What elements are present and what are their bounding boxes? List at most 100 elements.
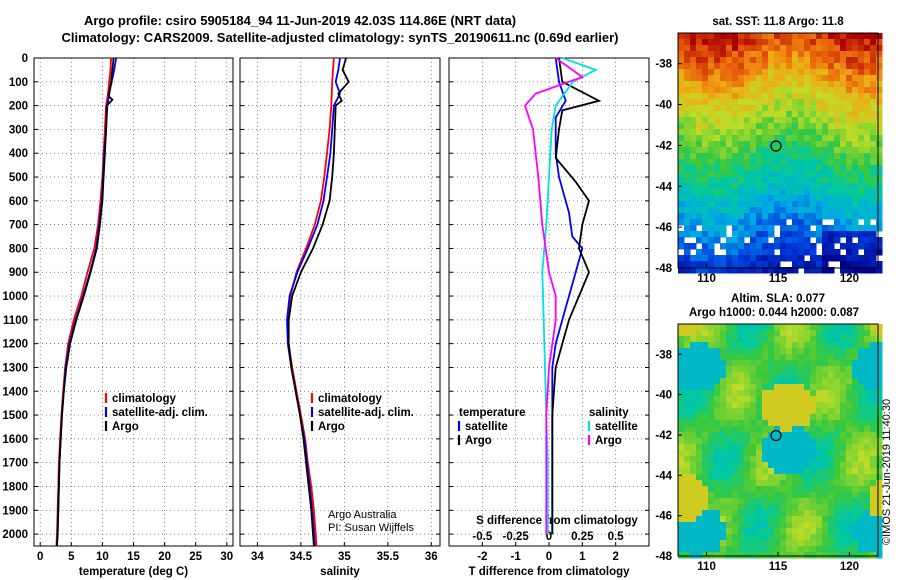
y-tick-label: 500 [9,172,28,184]
heatmap-cell [768,165,775,172]
heatmap-cell [744,444,751,451]
heatmap-cell [792,342,799,349]
heatmap-cell [858,141,865,148]
heatmap-cell [792,135,799,142]
heatmap-cell [840,546,847,553]
heatmap-cell [744,504,751,511]
heatmap-cell [696,330,703,337]
heatmap-cell [696,498,703,505]
heatmap-cell [762,69,769,76]
heatmap-cell [690,243,697,250]
heatmap-cell [840,171,847,178]
heatmap-cell [744,33,751,40]
heatmap-cell [684,153,691,160]
heatmap-cell [804,450,811,457]
heatmap-cell [714,129,721,136]
heatmap-cell [840,123,847,130]
heatmap-cell [720,336,727,343]
heatmap-cell [738,45,745,52]
heatmap-cell [714,540,721,547]
heatmap-cell [714,402,721,409]
heatmap-cell [726,384,733,391]
heatmap-cell [762,183,769,190]
heatmap-cell [690,510,697,517]
heatmap-cell [816,522,823,529]
heatmap-cell [768,504,775,511]
heatmap-cell [684,45,691,52]
heatmap-cell [858,546,865,553]
heatmap-cell [732,372,739,379]
heatmap-cell [774,75,781,82]
heatmap-cell [810,33,817,40]
heatmap-cell [726,450,733,457]
heatmap-cell [750,81,757,88]
heatmap-cell [804,432,811,439]
heatmap-cell [690,438,697,445]
heatmap-cell [852,93,859,100]
heatmap-cell [834,384,841,391]
heatmap-cell [720,480,727,487]
heatmap-cell [834,93,841,100]
x-axis-label: T difference from climatology [468,566,630,578]
heatmap-cell [798,540,805,547]
heatmap-cell [744,111,751,118]
heatmap-cell [702,540,709,547]
heatmap-cell [720,213,727,220]
heatmap-cell [684,87,691,94]
heatmap-cell [732,213,739,220]
heatmap-cell [756,201,763,208]
heatmap-cell [822,540,829,547]
heatmap-cell [756,225,763,232]
heatmap-cell [750,63,757,70]
heatmap-cell [726,360,733,367]
heatmap-cell [858,456,865,463]
heatmap-cell [744,438,751,445]
heatmap-cell [876,342,883,349]
heatmap-cell [732,468,739,475]
heatmap-cell [762,171,769,178]
heatmap-cell [846,189,853,196]
heatmap-cell [798,426,805,433]
heatmap-cell [762,159,769,166]
heatmap-cell [852,177,859,184]
heatmap-cell [678,414,685,421]
heatmap-cell [714,360,721,367]
heatmap-cell [798,231,805,238]
heatmap-cell [756,426,763,433]
heatmap-cell [738,207,745,214]
heatmap-cell [726,432,733,439]
heatmap-cell [786,159,793,166]
heatmap-cell [756,546,763,553]
heatmap-cell [804,111,811,118]
heatmap-cell [780,195,787,202]
heatmap-cell [852,438,859,445]
heatmap-cell [750,255,757,262]
heatmap-cell [804,378,811,385]
heatmap-cell [816,462,823,469]
heatmap-cell [870,75,877,82]
heatmap-cell [858,207,865,214]
heatmap-cell [822,267,829,274]
heatmap-cell [738,408,745,415]
heatmap-cell [726,267,733,274]
heatmap-cell [744,75,751,82]
heatmap-cell [816,177,823,184]
heatmap-cell [762,165,769,172]
x-tick-label: 1 [579,551,586,563]
heatmap-cell [696,117,703,124]
heatmap-cell [768,159,775,166]
heatmap-cell [828,189,835,196]
heatmap-cell [792,183,799,190]
y-tick-label: 300 [9,124,28,136]
y-tick-label: 200 [9,101,28,113]
heatmap-cell [786,420,793,427]
heatmap-cell [774,57,781,64]
heatmap-cell [822,261,829,268]
heatmap-cell [804,195,811,202]
heatmap-cell [828,201,835,208]
heatmap-cell [780,201,787,208]
heatmap-cell [804,63,811,70]
heatmap-cell [756,267,763,274]
heatmap-cell [846,183,853,190]
heatmap-cell [750,153,757,160]
